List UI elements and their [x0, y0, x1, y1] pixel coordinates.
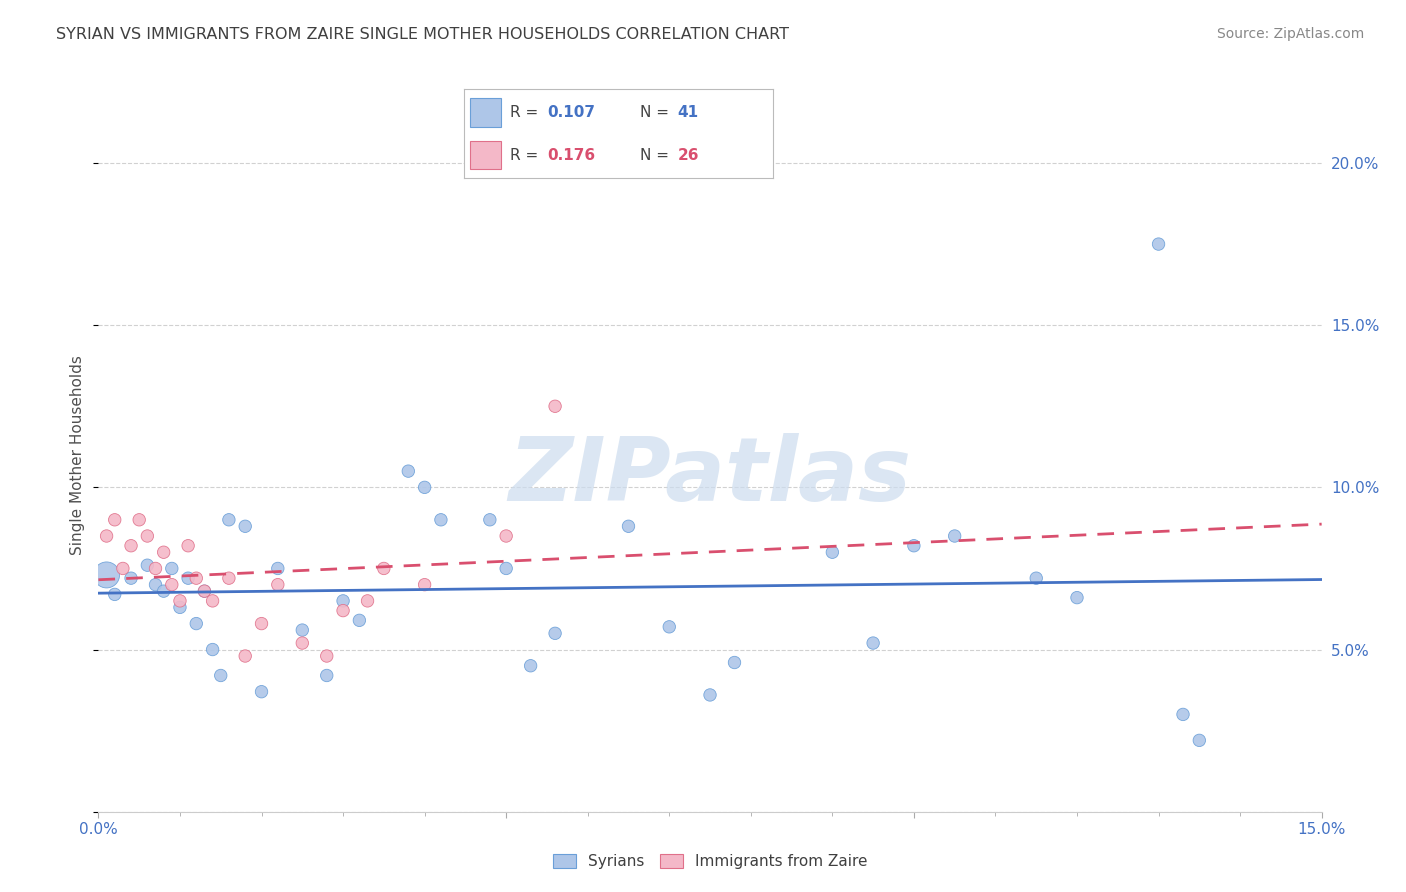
- Point: [1188, 733, 1211, 747]
- Point: [104, 587, 127, 601]
- Text: N =: N =: [640, 105, 673, 120]
- Text: 26: 26: [678, 148, 699, 162]
- Point: [218, 513, 240, 527]
- Point: [177, 539, 200, 553]
- Point: [617, 519, 640, 533]
- Point: [136, 529, 159, 543]
- Point: [495, 529, 517, 543]
- Point: [186, 571, 208, 585]
- Point: [1025, 571, 1047, 585]
- Point: [291, 623, 314, 637]
- Point: [699, 688, 721, 702]
- Point: [201, 594, 224, 608]
- Point: [169, 600, 191, 615]
- Point: [250, 616, 273, 631]
- Text: R =: R =: [510, 148, 544, 162]
- Point: [544, 626, 567, 640]
- Point: [544, 399, 567, 413]
- Point: [193, 584, 215, 599]
- Point: [943, 529, 966, 543]
- Point: [152, 545, 174, 559]
- Point: [332, 604, 354, 618]
- Point: [862, 636, 884, 650]
- Text: SYRIAN VS IMMIGRANTS FROM ZAIRE SINGLE MOTHER HOUSEHOLDS CORRELATION CHART: SYRIAN VS IMMIGRANTS FROM ZAIRE SINGLE M…: [56, 27, 789, 42]
- Point: [1066, 591, 1088, 605]
- Point: [128, 513, 150, 527]
- Point: [373, 561, 395, 575]
- Point: [430, 513, 453, 527]
- Point: [169, 594, 191, 608]
- Point: [145, 561, 167, 575]
- Point: [193, 584, 215, 599]
- Point: [723, 656, 745, 670]
- Point: [209, 668, 232, 682]
- Text: 0.107: 0.107: [547, 105, 596, 120]
- Text: N =: N =: [640, 148, 673, 162]
- Point: [349, 613, 371, 627]
- Text: ZIPatlas: ZIPatlas: [509, 433, 911, 520]
- Point: [145, 577, 167, 591]
- Point: [201, 642, 224, 657]
- Point: [658, 620, 681, 634]
- Point: [96, 529, 118, 543]
- Point: [332, 594, 354, 608]
- Text: 41: 41: [678, 105, 699, 120]
- Y-axis label: Single Mother Households: Single Mother Households: [70, 355, 86, 555]
- Point: [177, 571, 200, 585]
- Point: [291, 636, 314, 650]
- Point: [160, 577, 183, 591]
- Point: [315, 668, 337, 682]
- Point: [152, 584, 174, 599]
- Point: [160, 561, 183, 575]
- Point: [903, 539, 925, 553]
- FancyBboxPatch shape: [470, 98, 501, 127]
- Point: [120, 571, 142, 585]
- Point: [218, 571, 240, 585]
- Point: [478, 513, 501, 527]
- Text: 0.176: 0.176: [547, 148, 596, 162]
- Point: [120, 539, 142, 553]
- Point: [186, 616, 208, 631]
- Point: [1147, 237, 1170, 252]
- Point: [111, 561, 134, 575]
- Point: [519, 658, 541, 673]
- Point: [233, 519, 256, 533]
- Point: [136, 558, 159, 573]
- Point: [495, 561, 517, 575]
- Text: R =: R =: [510, 105, 544, 120]
- Point: [267, 577, 290, 591]
- Point: [104, 513, 127, 527]
- Point: [233, 648, 256, 663]
- Point: [250, 684, 273, 698]
- Point: [413, 480, 436, 494]
- Point: [356, 594, 378, 608]
- Point: [821, 545, 844, 559]
- Point: [315, 648, 337, 663]
- Text: Source: ZipAtlas.com: Source: ZipAtlas.com: [1216, 27, 1364, 41]
- Point: [96, 568, 118, 582]
- Point: [413, 577, 436, 591]
- Legend: Syrians, Immigrants from Zaire: Syrians, Immigrants from Zaire: [547, 848, 873, 875]
- FancyBboxPatch shape: [470, 141, 501, 169]
- Point: [396, 464, 419, 478]
- Point: [267, 561, 290, 575]
- Point: [1171, 707, 1194, 722]
